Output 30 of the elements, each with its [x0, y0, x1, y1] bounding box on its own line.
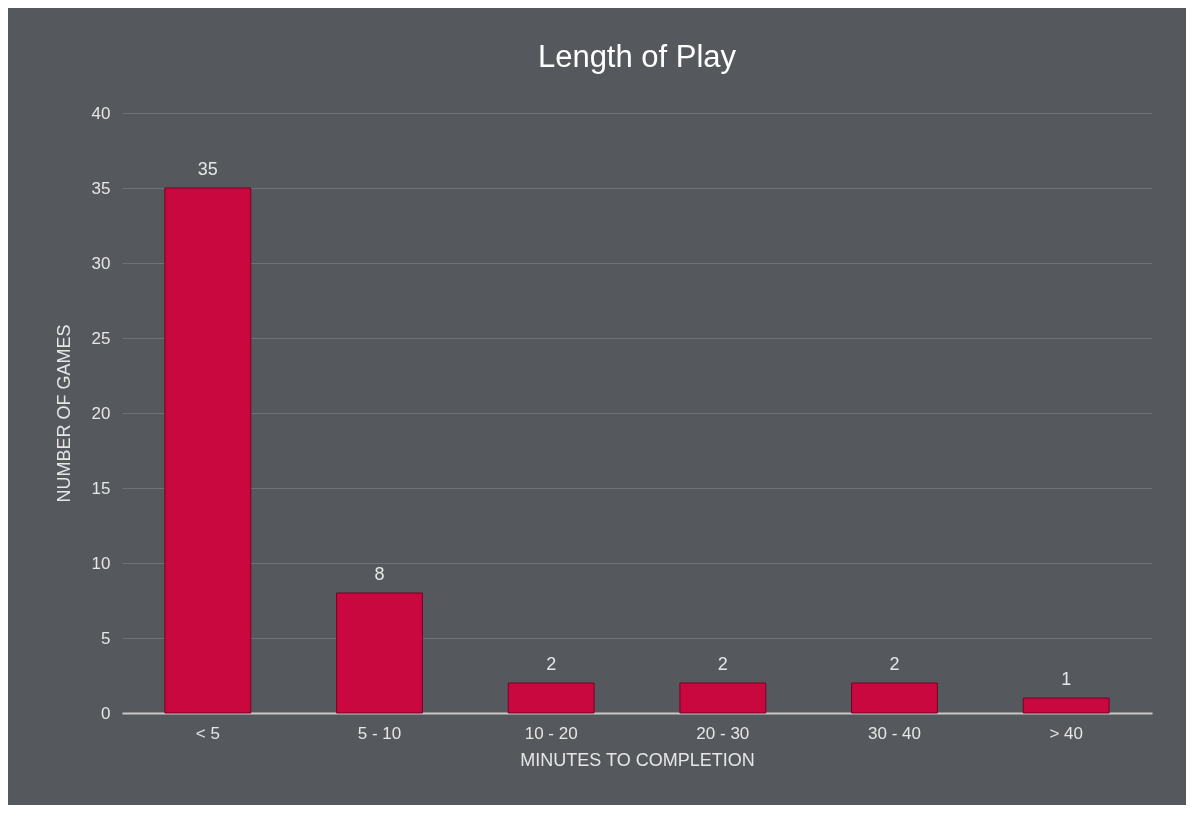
bar	[679, 682, 767, 714]
y-tick-label: 40	[91, 103, 111, 123]
data-label: 8	[374, 564, 385, 584]
data-label: 2	[717, 654, 728, 674]
bar	[336, 592, 423, 714]
bar	[851, 682, 938, 714]
bar	[507, 682, 595, 714]
x-tick-label: < 5	[195, 723, 220, 743]
data-label: 2	[546, 654, 557, 674]
x-axis-title: MINUTES TO COMPLETION	[520, 749, 755, 770]
y-tick-label: 25	[91, 328, 111, 348]
x-tick-label: 10 - 20	[524, 723, 578, 743]
y-tick-label: 35	[91, 178, 111, 198]
y-tick-label: 5	[101, 628, 111, 648]
data-label: 35	[197, 159, 218, 179]
y-tick-label: 0	[101, 703, 111, 723]
y-tick-label: 10	[91, 553, 111, 573]
y-tick-label: 15	[91, 478, 111, 498]
x-tick-label: 20 - 30	[696, 723, 750, 743]
y-tick-label: 30	[91, 253, 111, 273]
chart-title: Length of Play	[537, 39, 737, 74]
data-label: 2	[889, 654, 900, 674]
bar	[164, 187, 252, 714]
y-tick-label: 20	[91, 403, 111, 423]
y-axis-title: NUMBER OF GAMES	[53, 324, 74, 503]
data-label: 1	[1061, 669, 1072, 689]
x-tick-label: 30 - 40	[868, 723, 921, 743]
bar	[1022, 697, 1110, 714]
x-tick-label: 5 - 10	[357, 723, 402, 743]
x-tick-label: > 40	[1049, 723, 1083, 743]
